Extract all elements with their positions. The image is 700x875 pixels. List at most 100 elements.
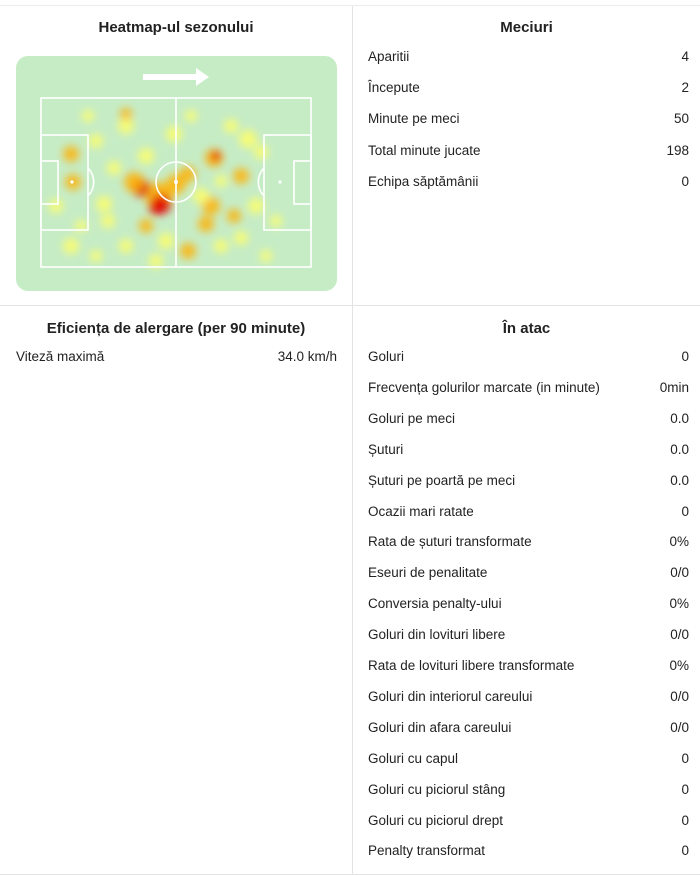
heat-spot: [101, 214, 115, 228]
heat-spot: [90, 250, 102, 262]
attack-title: În atac: [502, 320, 551, 337]
heat-spot: [149, 201, 163, 215]
heat-layer: [49, 108, 282, 268]
stat-value: 0/0: [670, 688, 689, 704]
attack-stat-row: Goluri din afara careului 0/0: [368, 720, 689, 735]
stat-label: Goluri: [368, 349, 405, 364]
stat-label: Goluri din lovituri libere: [368, 627, 506, 643]
heat-spot: [239, 130, 257, 148]
heat-spot: [107, 161, 121, 175]
heat-spot: [214, 239, 228, 253]
stat-label: Rata de șuturi transformate: [368, 534, 532, 550]
stat-label: Șuturi pe poartă pe meci: [368, 472, 516, 488]
attack-stat-row: Șuturi 0.0: [368, 442, 689, 457]
attack-stat-row: Goluri cu piciorul stâng 0: [368, 782, 689, 797]
heat-spot: [82, 110, 94, 122]
attack-stat-row: Rata de lovituri libere transformate 0%: [368, 658, 689, 673]
stat-value: 0min: [659, 379, 689, 395]
stat-label: Viteză maximă: [16, 349, 105, 364]
matches-stat-row: Începute 2: [368, 80, 689, 95]
heat-spot: [138, 148, 154, 164]
attack-stat-row: Penalty transformat 0: [368, 843, 689, 858]
stat-label: Goluri cu piciorul stâng: [368, 781, 506, 797]
stat-label: Goluri din interiorul careului: [368, 688, 533, 704]
attack-stat-row: Rata de șuturi transformate 0%: [368, 534, 689, 549]
heat-spot: [193, 188, 209, 204]
heat-spot: [158, 233, 174, 249]
stat-label: Goluri din afara careului: [368, 719, 512, 735]
stat-value: 0.0: [670, 410, 689, 426]
stat-value: 0%: [669, 534, 689, 550]
stat-value: 4: [681, 49, 689, 64]
attack-stat-row: Eseuri de penalitate 0/0: [368, 565, 689, 580]
stat-label: Echipa săptămânii: [368, 173, 479, 189]
stat-value: 0%: [669, 658, 689, 673]
heatmap-panel: Heatmap-ul sezonului: [0, 6, 352, 305]
stat-label: Penalty transformat: [368, 843, 486, 859]
stat-label: Conversia penalty-ului: [368, 596, 502, 612]
stat-value: 0/0: [670, 719, 689, 735]
heat-spot: [119, 239, 133, 253]
heat-spot: [227, 209, 241, 223]
matches-stat-row: Echipa săptămânii 0: [368, 174, 689, 189]
heat-spot: [185, 110, 197, 122]
stat-value: 34.0 km/h: [277, 349, 337, 364]
attack-panel: În atac: [353, 306, 700, 874]
attack-stat-row: Ocazii mari ratate 0: [368, 504, 689, 519]
stat-label: Ocazii mari ratate: [368, 503, 474, 519]
heat-spot: [89, 134, 103, 148]
stat-value: 0: [681, 750, 689, 766]
stat-value: 0: [681, 503, 689, 519]
stat-value: 0: [681, 843, 689, 859]
heat-spot: [49, 199, 63, 213]
heatmap-svg: [16, 56, 337, 291]
stat-label: Rata de lovituri libere transformate: [368, 658, 575, 673]
heat-spot: [260, 250, 272, 262]
stat-label: Goluri cu capul: [368, 750, 459, 766]
heat-spot: [63, 146, 79, 162]
running-panel: Eficiența de alergare (per 90 minute): [0, 306, 352, 874]
heatmap-pitch: [16, 56, 337, 291]
stat-value: 0%: [669, 596, 689, 612]
stat-label: Minute pe meci: [368, 111, 460, 127]
stat-value: 0.0: [670, 441, 689, 457]
heat-spot: [224, 119, 238, 133]
heat-spot: [248, 198, 264, 214]
heat-spot: [215, 175, 227, 187]
top-divider: [0, 5, 700, 6]
stat-value: 0: [681, 781, 689, 797]
heat-spot: [166, 126, 182, 142]
attack-stat-row: Goluri din lovituri libere 0/0: [368, 627, 689, 642]
matches-stat-row: Aparitii 4: [368, 49, 689, 64]
attack-stat-row: Conversia penalty-ului 0%: [368, 596, 689, 611]
heat-spot: [139, 219, 153, 233]
matches-stat-row: Minute pe meci 50: [368, 111, 689, 126]
heat-spot: [63, 238, 79, 254]
stat-label: Aparitii: [368, 49, 410, 64]
stat-label: Goluri pe meci: [368, 410, 456, 426]
heat-spot: [198, 216, 214, 232]
stat-value: 0/0: [670, 627, 689, 643]
attack-stat-row: Goluri 0: [368, 349, 689, 364]
running-stat-row: Viteză maximă 34.0 km/h: [16, 349, 337, 364]
heat-spot: [254, 145, 268, 159]
attack-direction-arrow-icon: [143, 68, 209, 86]
matches-stat-row: Total minute jucate 198: [368, 143, 689, 158]
attack-stat-row: Goluri pe meci 0.0: [368, 411, 689, 426]
running-title: Eficiența de alergare (per 90 minute): [46, 320, 306, 337]
stat-value: 198: [666, 142, 689, 158]
attack-stat-row: Goluri cu capul 0: [368, 751, 689, 766]
heat-spot: [149, 254, 163, 268]
heat-spot: [75, 220, 87, 232]
attack-stat-row: Goluri din interiorul careului 0/0: [368, 689, 689, 704]
heat-spot: [118, 118, 134, 134]
heat-spot: [233, 168, 249, 184]
matches-title: Meciuri: [500, 19, 553, 36]
attack-stat-row: Goluri cu piciorul drept 0: [368, 813, 689, 828]
heatmap-title: Heatmap-ul sezonului: [98, 19, 254, 36]
vertical-divider: [352, 6, 353, 875]
heat-spot: [211, 151, 221, 161]
stat-value: 0.0: [670, 472, 689, 488]
attack-stat-row: Șuturi pe poartă pe meci 0.0: [368, 473, 689, 488]
stat-value: 50: [673, 111, 689, 127]
